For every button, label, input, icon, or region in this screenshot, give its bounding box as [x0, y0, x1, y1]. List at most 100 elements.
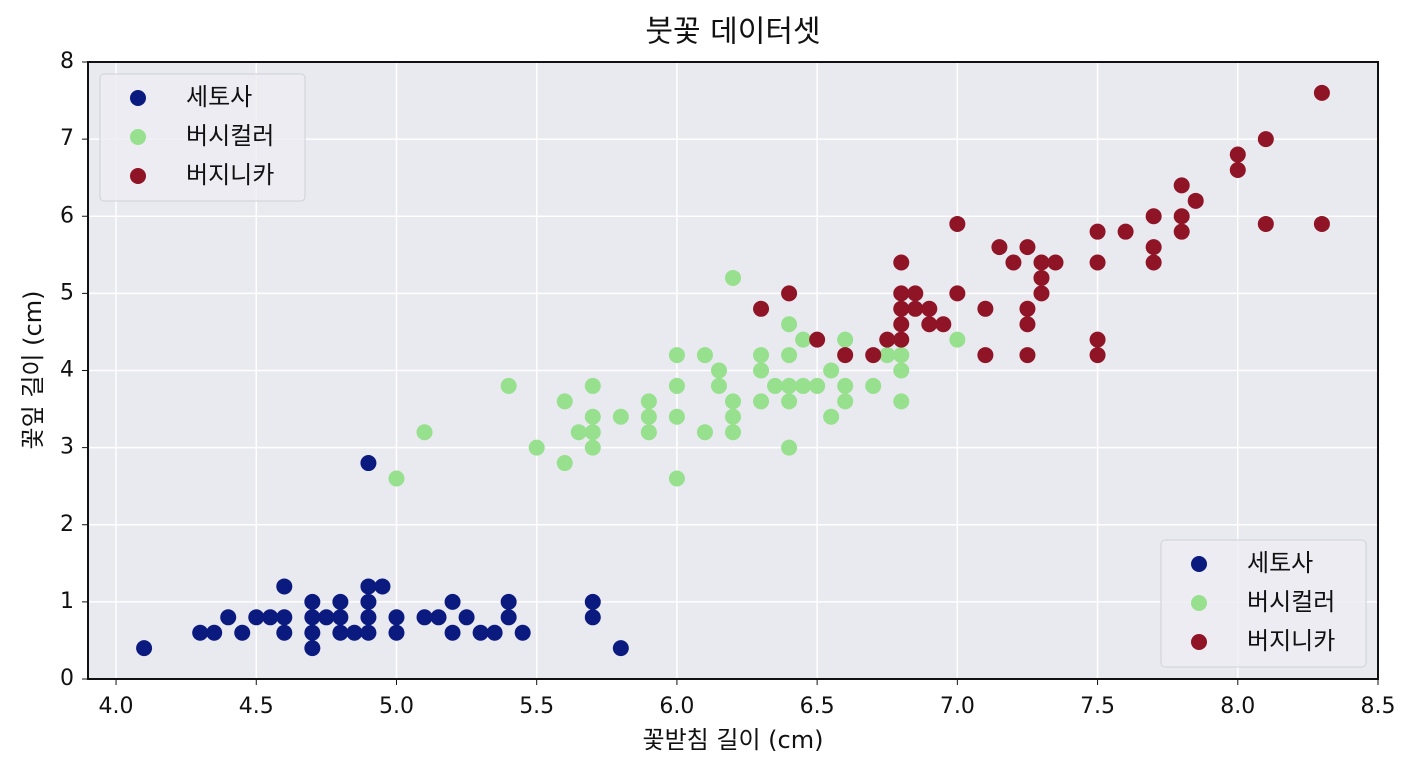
scatter-point [1019, 316, 1036, 333]
scatter-point [192, 624, 209, 641]
scatter-point [893, 347, 910, 364]
y-tick-label: 6 [60, 203, 74, 228]
legend-label: 세토사 [1247, 549, 1313, 577]
scatter-point [696, 424, 713, 441]
scatter-point [949, 285, 966, 302]
chart-title: 붓꽃 데이터셋 [645, 15, 820, 50]
scatter-point [584, 439, 601, 456]
scatter-point [388, 609, 405, 626]
scatter-point [276, 578, 293, 595]
scatter-point [1019, 300, 1036, 317]
scatter-point [1257, 215, 1274, 232]
scatter-point [304, 640, 321, 657]
scatter-point [584, 377, 601, 394]
scatter-point [753, 362, 770, 379]
scatter-point [781, 377, 798, 394]
scatter-point [612, 640, 629, 657]
scatter-point [1005, 254, 1022, 271]
scatter-point [360, 593, 377, 610]
scatter-point [1187, 192, 1204, 209]
scatter-point [977, 300, 994, 317]
scatter-point [935, 316, 952, 333]
scatter-point [1089, 331, 1106, 348]
scatter-point [725, 393, 741, 410]
scatter-point [907, 285, 924, 302]
scatter-point [248, 609, 265, 626]
scatter-point [753, 300, 770, 317]
scatter-point [809, 331, 826, 348]
scatter-point [879, 331, 896, 348]
scatter-point [276, 609, 293, 626]
scatter-point [1173, 208, 1190, 225]
legend-marker [130, 168, 146, 184]
y-tick-label: 2 [60, 512, 74, 537]
x-tick-label: 8.0 [1220, 694, 1255, 719]
scatter-point [725, 269, 741, 286]
scatter-point [837, 377, 854, 394]
scatter-point [332, 624, 349, 641]
scatter-point [1145, 254, 1162, 271]
scatter-point [710, 362, 727, 379]
scatter-point [893, 316, 910, 333]
scatter-point [795, 377, 812, 394]
scatter-point [1313, 215, 1330, 232]
scatter-point [823, 408, 840, 425]
scatter-point [1173, 223, 1190, 240]
scatter-point [921, 300, 938, 317]
scatter-point [893, 285, 910, 302]
scatter-point [1089, 223, 1106, 240]
scatter-point [1229, 161, 1246, 178]
scatter-point [823, 362, 840, 379]
scatter-point [640, 393, 657, 410]
scatter-point [556, 455, 573, 472]
scatter-point [710, 377, 727, 394]
scatter-point [1145, 208, 1162, 225]
x-tick-label: 7.0 [940, 694, 975, 719]
scatter-point [304, 609, 321, 626]
scatter-point [949, 331, 966, 348]
legend-box [1160, 539, 1367, 668]
scatter-point [879, 347, 896, 364]
x-tick-label: 6.5 [800, 694, 835, 719]
scatter-point [668, 347, 685, 364]
scatter-point [234, 624, 251, 641]
scatter-point [893, 362, 910, 379]
y-tick-label: 8 [60, 49, 74, 74]
scatter-point [346, 624, 363, 641]
scatter-point [584, 593, 601, 610]
y-tick-label: 5 [60, 280, 74, 305]
scatter-point [276, 624, 293, 641]
scatter-point [977, 347, 994, 364]
legend-marker [1191, 595, 1207, 611]
legend-marker [130, 129, 146, 145]
scatter-point [360, 455, 377, 472]
scatter-point [472, 624, 489, 641]
scatter-point [528, 439, 545, 456]
scatter-point [1257, 131, 1274, 148]
legend-label: 버시컬러 [1247, 588, 1335, 616]
scatter-point [893, 300, 910, 317]
y-tick-label: 7 [60, 126, 74, 151]
legend-marker [130, 90, 146, 106]
x-axis-label: 꽃받침 길이 (cm) [643, 726, 824, 754]
scatter-point [893, 254, 910, 271]
x-tick-label: 4.5 [239, 694, 274, 719]
scatter-point [640, 424, 657, 441]
legend-label: 세토사 [186, 83, 252, 111]
scatter-point [781, 439, 798, 456]
scatter-point [865, 347, 882, 364]
scatter-point [206, 624, 223, 641]
scatter-point [668, 377, 685, 394]
scatter-point [388, 470, 405, 487]
scatter-point [136, 640, 153, 657]
plot-frame [87, 61, 1379, 680]
scatter-point [332, 593, 349, 610]
y-tick-label: 4 [60, 358, 74, 383]
scatter-point [949, 215, 966, 232]
legend-label: 버지니카 [186, 161, 274, 189]
scatter-point [1047, 254, 1064, 271]
scatter-point [430, 609, 447, 626]
scatter-point [416, 424, 433, 441]
scatter-point [1145, 239, 1162, 256]
